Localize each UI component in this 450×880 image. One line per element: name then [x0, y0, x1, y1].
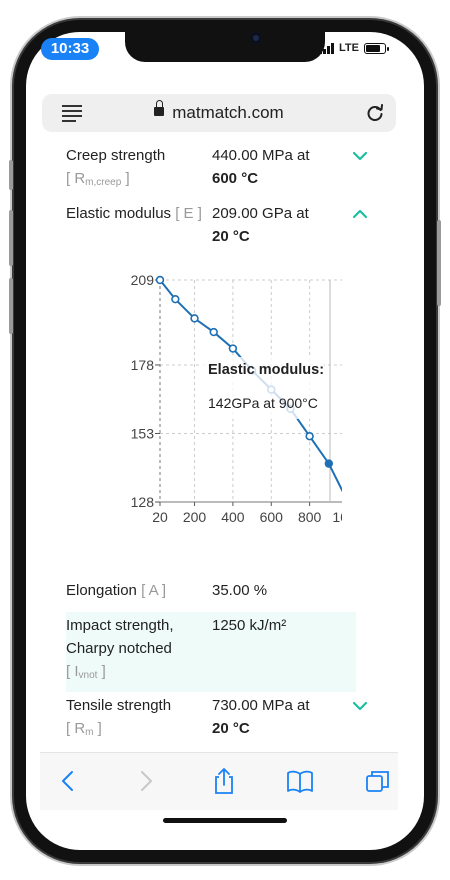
- property-symbol: [ E ]: [175, 205, 202, 222]
- elastic-modulus-chart[interactable]: 20 200 400 600 800 1000 128 153 178 209 Elastic m…: [42, 262, 342, 532]
- property-symbol: [ Rm ]: [66, 720, 102, 738]
- forward-icon[interactable]: [132, 767, 160, 795]
- mute-switch: [9, 160, 13, 190]
- data-point[interactable]: [324, 459, 334, 468]
- bookmarks-icon[interactable]: [286, 767, 314, 795]
- y-tick-label: 209: [131, 272, 155, 288]
- signal-icon: [319, 42, 335, 54]
- property-value: 35.00 %: [212, 582, 268, 599]
- chevron-down-icon[interactable]: [352, 701, 368, 711]
- data-point[interactable]: [209, 327, 218, 337]
- chart-tooltip: Elastic modulus: 142GPa at 900°C: [202, 357, 324, 419]
- volume-down-button: [9, 278, 13, 334]
- x-tick-label: 400: [221, 509, 245, 525]
- url-display[interactable]: matmatch.com: [42, 100, 396, 123]
- data-point[interactable]: [190, 314, 199, 323]
- property-name: Tensile strength: [66, 697, 172, 714]
- data-point[interactable]: [305, 432, 314, 441]
- browser-toolbar: [40, 752, 398, 810]
- share-icon[interactable]: [210, 767, 238, 795]
- chart-axes: 20 200 400 600 800 1000 128 153 178 209: [131, 272, 342, 525]
- reader-menu-icon[interactable]: [62, 105, 82, 122]
- x-tick-label: 200: [183, 509, 207, 525]
- property-symbol: [ Rm,creep ]: [66, 170, 130, 188]
- lock-icon: [154, 100, 165, 117]
- page-content: Creep strength [ Rm,creep ] 440.00 MPa a…: [42, 132, 400, 752]
- property-symbol: [ Ivnot ]: [66, 663, 106, 681]
- tooltip-value: 142GPa at 900°C: [208, 395, 318, 411]
- status-indicators: LTE: [319, 42, 389, 54]
- power-button: [437, 220, 441, 306]
- camera-icon: [250, 32, 262, 44]
- url-text: matmatch.com: [172, 103, 284, 122]
- home-indicator[interactable]: [163, 818, 287, 823]
- y-tick-label: 128: [131, 494, 155, 510]
- volume-up-button: [9, 210, 13, 266]
- highlighted-row-background: [66, 612, 356, 692]
- status-time[interactable]: 10:33: [41, 38, 99, 60]
- x-tick-label: 20: [152, 509, 168, 525]
- battery-icon: [364, 42, 389, 54]
- reload-icon[interactable]: [364, 102, 386, 124]
- x-tick-label: 1000: [332, 509, 342, 525]
- tooltip-background: [202, 357, 324, 419]
- property-name: Elastic modulus: [66, 205, 172, 222]
- x-tick-label: 600: [260, 509, 284, 525]
- property-value: 209.00 GPa at: [212, 205, 309, 222]
- y-tick-label: 153: [131, 425, 155, 441]
- data-point[interactable]: [171, 294, 180, 304]
- data-point[interactable]: [155, 275, 165, 285]
- address-bar[interactable]: matmatch.com: [42, 94, 396, 132]
- property-value-condition: 600 °C: [212, 170, 259, 187]
- property-value: 1250 kJ/m²: [212, 617, 287, 634]
- property-value-condition: 20 °C: [212, 720, 250, 737]
- property-name-line1: Impact strength,: [66, 617, 174, 634]
- notch: [125, 32, 325, 62]
- tabs-icon[interactable]: [364, 767, 392, 795]
- property-symbol: [ A ]: [141, 582, 167, 599]
- chevron-down-icon[interactable]: [352, 151, 368, 161]
- chevron-up-icon[interactable]: [352, 209, 368, 219]
- x-tick-label: 800: [298, 509, 322, 525]
- property-value: 730.00 MPa at: [212, 697, 310, 714]
- back-icon[interactable]: [54, 767, 82, 795]
- property-name: Elongation: [66, 582, 137, 599]
- y-tick-label: 178: [131, 357, 155, 373]
- data-point[interactable]: [228, 344, 238, 353]
- property-value-condition: 20 °C: [212, 228, 250, 245]
- network-label: LTE: [339, 42, 359, 54]
- property-name: Creep strength: [66, 147, 166, 164]
- property-name-line2: Charpy notched: [66, 640, 172, 657]
- property-value: 440.00 MPa at: [212, 147, 310, 164]
- tooltip-title: Elastic modulus:: [208, 362, 324, 378]
